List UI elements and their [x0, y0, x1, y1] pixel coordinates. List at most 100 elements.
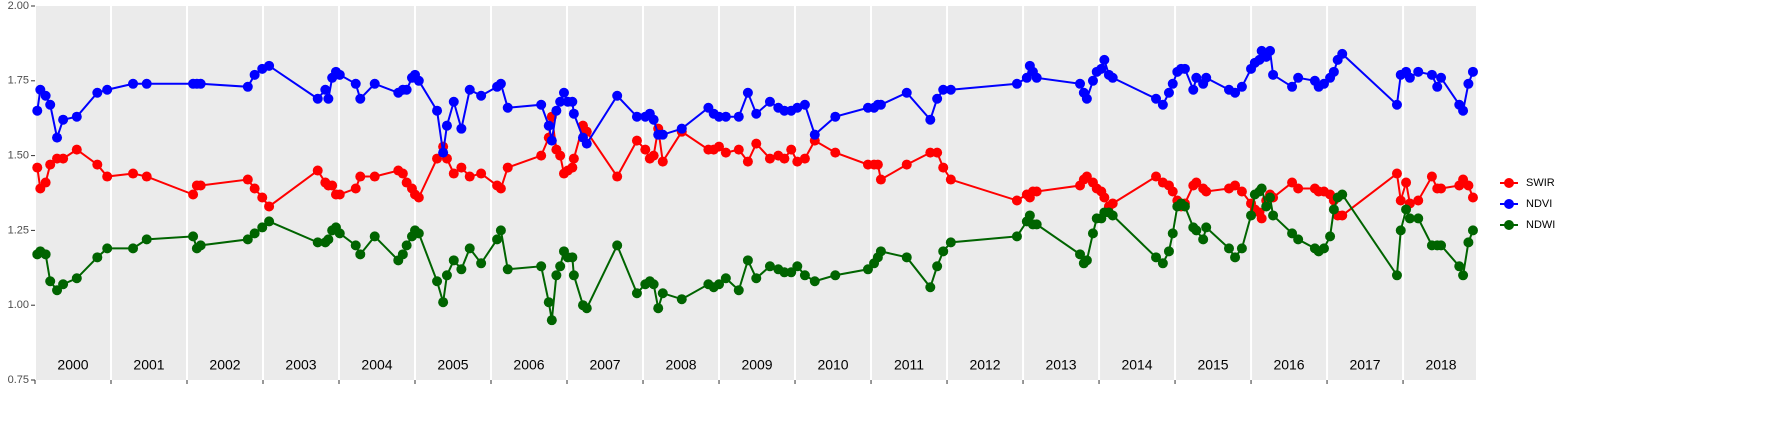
point: [612, 90, 623, 101]
point: [786, 144, 797, 155]
point: [441, 120, 452, 131]
point: [1230, 180, 1241, 191]
legend-label: NDWI: [1526, 219, 1555, 231]
point: [334, 228, 345, 239]
point: [742, 255, 753, 266]
y-tick-label: 1.25: [8, 224, 29, 236]
point: [1467, 225, 1478, 236]
point: [1293, 72, 1304, 83]
point: [742, 156, 753, 167]
point: [495, 183, 506, 194]
point: [1413, 195, 1424, 206]
point: [1413, 66, 1424, 77]
x-tick-label: 2009: [741, 357, 772, 373]
point: [413, 75, 424, 86]
point: [733, 144, 744, 155]
point: [567, 252, 578, 263]
point: [1337, 48, 1348, 59]
point: [448, 168, 459, 179]
point: [350, 78, 361, 89]
point: [925, 147, 936, 158]
point: [1325, 231, 1336, 242]
point: [1401, 177, 1412, 188]
point: [1458, 270, 1469, 281]
point: [1096, 63, 1107, 74]
point: [1256, 183, 1267, 194]
point: [830, 111, 841, 122]
point: [1179, 201, 1190, 212]
point: [71, 273, 82, 284]
y-tick-label: 2.00: [8, 0, 29, 12]
point: [676, 294, 687, 305]
point: [568, 153, 579, 164]
panel: [35, 6, 1476, 380]
point: [543, 297, 554, 308]
point: [792, 156, 803, 167]
point: [355, 249, 366, 260]
y-tick-label: 1.75: [8, 75, 29, 87]
point: [350, 183, 361, 194]
point: [40, 177, 51, 188]
point: [932, 147, 943, 158]
point: [92, 159, 103, 170]
point: [1395, 225, 1406, 236]
point: [1223, 243, 1234, 254]
point: [1293, 183, 1304, 194]
point: [1265, 192, 1276, 203]
legend-key: [1504, 178, 1514, 188]
point: [401, 84, 412, 95]
point: [1081, 255, 1092, 266]
y-tick-label: 1.00: [8, 299, 29, 311]
point: [1107, 198, 1118, 209]
point: [242, 234, 253, 245]
point: [1024, 210, 1035, 221]
point: [546, 135, 557, 146]
point: [432, 105, 443, 116]
point: [1391, 99, 1402, 110]
point: [413, 192, 424, 203]
point: [875, 174, 886, 185]
point: [58, 279, 69, 290]
point: [495, 78, 506, 89]
x-tick-label: 2002: [209, 357, 240, 373]
point: [495, 225, 506, 236]
point: [102, 84, 113, 95]
point: [188, 231, 199, 242]
point: [355, 93, 366, 104]
point: [1236, 186, 1247, 197]
x-tick-label: 2006: [513, 357, 544, 373]
point: [1256, 213, 1267, 224]
legend-label: NDVI: [1526, 198, 1552, 210]
point: [464, 84, 475, 95]
point: [901, 87, 912, 98]
point: [369, 171, 380, 182]
point: [779, 105, 790, 116]
point: [1151, 171, 1162, 182]
point: [1201, 186, 1212, 197]
x-tick-label: 2011: [894, 357, 924, 373]
x-tick-label: 2005: [437, 357, 468, 373]
point: [558, 87, 569, 98]
point: [1265, 45, 1276, 56]
point: [1191, 72, 1202, 83]
point: [1268, 210, 1279, 221]
point: [1467, 66, 1478, 77]
point: [657, 288, 668, 299]
x-tick-label: 2012: [969, 357, 1000, 373]
point: [676, 123, 687, 134]
point: [751, 138, 762, 149]
point: [456, 264, 467, 275]
point: [71, 111, 82, 122]
point: [1395, 195, 1406, 206]
point: [1404, 72, 1415, 83]
point: [312, 165, 323, 176]
point: [1401, 204, 1412, 215]
point: [1236, 81, 1247, 92]
point: [242, 81, 253, 92]
point: [92, 252, 103, 263]
point: [1463, 237, 1474, 248]
point: [751, 108, 762, 119]
point: [714, 111, 725, 122]
point: [1157, 258, 1168, 269]
point: [195, 240, 206, 251]
